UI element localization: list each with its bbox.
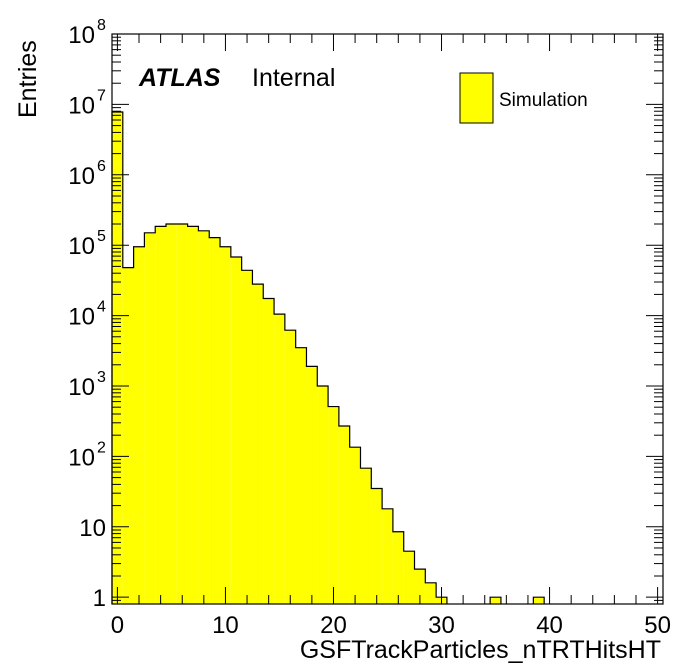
histogram-bar — [144, 232, 156, 605]
histogram-bar — [274, 314, 285, 604]
y-tick-exponent: 6 — [97, 158, 106, 175]
legend: Simulation — [459, 72, 588, 124]
x-tick-label: 40 — [536, 612, 563, 639]
x-tick-label: 0 — [111, 612, 124, 639]
y-tick-label: 10 — [68, 304, 95, 331]
histogram-bar — [306, 366, 318, 604]
y-tick-label: 10 — [68, 22, 95, 49]
atlas-label-status: Internal — [252, 64, 335, 92]
y-tick-exponent: 5 — [97, 228, 106, 245]
histogram-bar — [220, 246, 231, 604]
legend-swatch — [459, 72, 494, 124]
histogram-bar — [241, 270, 253, 604]
x-axis-label: GSFTrackParticles_nTRTHitsHT — [300, 636, 661, 664]
y-tick-exponent: 2 — [97, 439, 106, 456]
histogram-bar — [187, 226, 199, 604]
y-tick-label: 10 — [79, 515, 106, 542]
histogram-bar — [176, 224, 188, 604]
histogram-outline — [111, 111, 545, 604]
y-tick-exponent: 7 — [97, 87, 106, 104]
legend-entry-label: Simulation — [499, 90, 588, 111]
histogram-bar — [382, 508, 393, 604]
histogram-bars — [112, 111, 545, 605]
plot-frame — [111, 33, 664, 605]
atlas-label-bold: ATLAS — [138, 64, 221, 92]
histogram-bar — [533, 597, 545, 604]
y-tick-label: 10 — [68, 444, 95, 471]
y-tick-label: 10 — [68, 163, 95, 190]
x-tick-labels: 0 10 20 30 40 50 — [111, 612, 671, 639]
histogram-bar — [133, 246, 145, 604]
histogram-bar — [230, 256, 242, 604]
histogram-bar — [295, 347, 307, 604]
histogram-bar — [328, 406, 339, 604]
y-tick-label: 10 — [68, 92, 95, 119]
histogram-bar — [360, 468, 372, 604]
histogram-bar — [198, 230, 210, 604]
histogram-bar — [284, 330, 296, 604]
y-axis-label: Entries — [14, 40, 42, 118]
axis-ticks — [112, 33, 663, 604]
x-tick-label: 10 — [212, 612, 239, 639]
y-tick-exponent: 4 — [97, 299, 106, 316]
histogram-bar — [155, 226, 167, 604]
histogram-bar — [209, 237, 221, 604]
histogram-bar — [403, 551, 415, 604]
histogram-bar — [392, 531, 404, 604]
atlas-label: ATLAS Internal — [138, 64, 335, 92]
histogram-bar — [349, 447, 361, 604]
histogram-bar — [490, 597, 501, 604]
x-tick-label: 30 — [428, 612, 455, 639]
histogram-bar — [166, 224, 177, 604]
y-tick-exponent: 3 — [97, 369, 106, 386]
histogram-bar — [317, 385, 329, 604]
histogram-bar — [112, 111, 123, 605]
y-tick-exponent: 8 — [97, 17, 106, 34]
y-tick-label: 1 — [93, 585, 106, 612]
histogram-bar — [338, 426, 350, 604]
y-tick-label: 10 — [68, 374, 95, 401]
histogram-bar — [414, 569, 426, 604]
histogram-bar — [371, 488, 383, 604]
histogram-bar — [122, 267, 134, 604]
y-tick-label: 10 — [68, 233, 95, 260]
x-tick-label: 20 — [320, 612, 347, 639]
histogram-bar — [425, 582, 437, 604]
histogram-bar — [252, 284, 264, 604]
x-tick-label: 50 — [644, 612, 671, 639]
histogram-bar — [263, 298, 275, 604]
